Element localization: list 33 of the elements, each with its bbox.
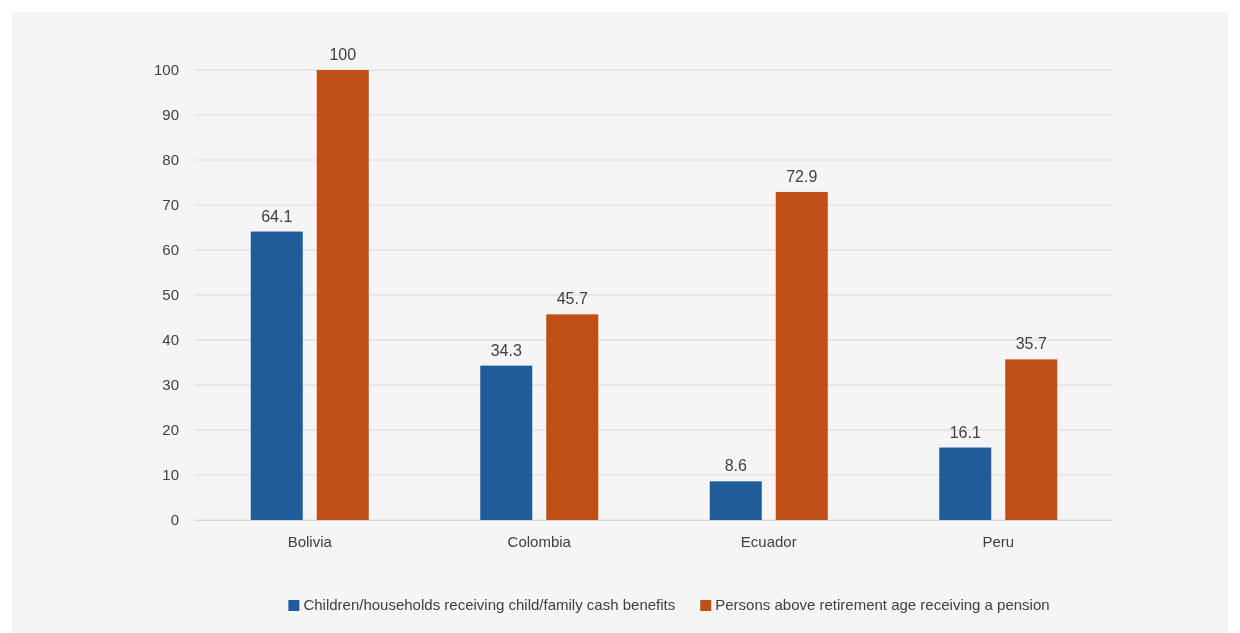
x-tick-label: Peru	[982, 532, 1015, 550]
y-tick-label: 60	[162, 241, 179, 259]
legend-label: Persons above retirement age receiving a pension	[715, 596, 1050, 613]
data-label: 100	[329, 46, 357, 63]
data-label: 8.6	[724, 457, 747, 475]
y-tick-label: 100	[153, 61, 179, 79]
bar	[1005, 359, 1058, 520]
y-tick-label: 80	[162, 151, 179, 169]
y-tick-label: 20	[162, 421, 179, 439]
y-tick-label: 90	[162, 106, 179, 124]
data-label: 16.1	[949, 423, 981, 441]
y-tick-label: 10	[162, 466, 179, 484]
bar	[250, 231, 303, 520]
x-tick-label: Colombia	[507, 532, 572, 550]
y-tick-label: 40	[162, 331, 179, 349]
bar	[775, 191, 828, 520]
bar	[709, 481, 762, 520]
x-tick-label: Ecuador	[740, 532, 797, 550]
y-tick-label: 30	[162, 376, 179, 394]
data-label: 72.9	[786, 167, 818, 185]
y-tick-label: 70	[162, 196, 179, 214]
y-tick-label: 50	[162, 286, 179, 304]
x-tick-label: Bolivia	[287, 532, 333, 550]
data-label: 64.1	[261, 207, 293, 225]
bar	[546, 314, 599, 520]
bar	[480, 365, 533, 520]
data-label: 34.3	[490, 341, 522, 359]
y-tick-label: 0	[170, 511, 179, 529]
bar	[939, 447, 992, 520]
data-label: 35.7	[1015, 335, 1047, 353]
data-label: 45.7	[556, 290, 588, 308]
legend-label: Children/households receiving child/family cash benefits	[303, 596, 676, 613]
bar	[316, 70, 369, 520]
